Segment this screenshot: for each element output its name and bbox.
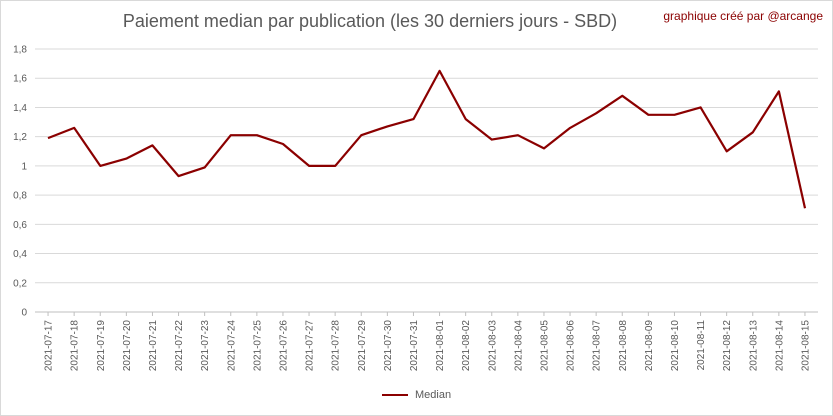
x-tick-label: 2021-07-17 [44,320,55,372]
x-tick-label: 2021-07-28 [331,320,342,372]
x-tick-label: 2021-08-04 [513,320,524,372]
x-tick-label: 2021-08-09 [644,320,655,372]
y-tick-label: 1,6 [13,74,27,85]
y-tick-label: 0 [21,308,27,319]
x-tick-label: 2021-08-05 [539,320,550,372]
x-tick-label: 2021-07-20 [122,320,133,372]
legend-label: Median [414,389,452,401]
x-tick-label: 2021-08-01 [435,320,446,372]
x-tick-label: 2021-07-24 [226,320,237,372]
x-tick-label: 2021-08-03 [487,320,498,372]
legend: Median [0,389,833,401]
y-tick-label: 1 [21,161,27,172]
x-tick-label: 2021-07-27 [305,320,316,372]
x-tick-label: 2021-08-08 [618,320,629,372]
x-tick-label: 2021-08-14 [774,320,785,372]
x-tick-label: 2021-08-06 [566,320,577,372]
x-tick-label: 2021-07-26 [278,320,289,372]
chart-credit: graphique créé par @arcange [663,9,823,23]
x-tick-label: 2021-08-15 [800,320,811,372]
x-tick-label: 2021-07-21 [148,320,159,372]
chart-title: Paiement median par publication (les 30 … [122,11,618,31]
x-tick-label: 2021-07-18 [70,320,81,372]
x-tick-label: 2021-07-19 [96,320,107,372]
x-tick-label: 2021-07-31 [409,320,420,372]
y-tick-label: 0,2 [13,278,27,289]
y-tick-label: 0,8 [13,191,27,202]
x-tick-label: 2021-08-07 [592,320,603,372]
x-tick-label: 2021-08-10 [670,320,681,372]
x-tick-label: 2021-08-12 [722,320,733,372]
y-tick-label: 1,4 [13,103,27,114]
x-tick-label: 2021-07-23 [200,320,211,372]
x-tick-label: 2021-08-11 [696,320,707,371]
y-tick-label: 1,8 [13,45,27,56]
y-tick-label: 0,4 [13,249,27,260]
x-tick-label: 2021-08-13 [748,320,759,372]
x-tick-label: 2021-07-25 [252,320,263,372]
x-tick-label: 2021-07-22 [174,320,185,372]
y-tick-label: 0,6 [13,220,27,231]
legend-swatch [381,394,408,397]
y-tick-label: 1,2 [13,132,27,143]
x-tick-label: 2021-07-29 [357,320,368,372]
x-tick-label: 2021-08-02 [461,320,472,372]
x-tick-label: 2021-07-30 [383,320,394,372]
series-line-median [47,69,807,209]
